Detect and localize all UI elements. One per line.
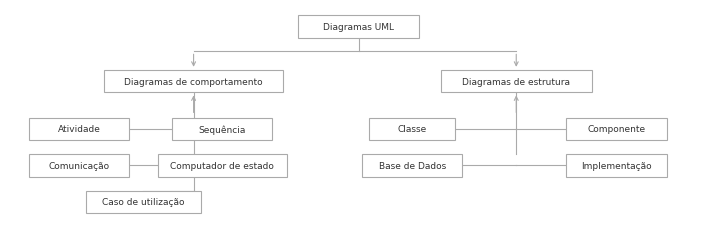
Text: Base de Dados: Base de Dados [379,161,446,170]
Text: Componente: Componente [587,125,646,134]
FancyBboxPatch shape [29,118,129,141]
Text: Implementação: Implementação [581,161,652,170]
FancyBboxPatch shape [362,154,462,177]
FancyBboxPatch shape [369,118,455,141]
FancyBboxPatch shape [86,191,201,213]
Text: Comunicação: Comunicação [48,161,110,170]
FancyBboxPatch shape [29,154,129,177]
Text: Diagramas UML: Diagramas UML [323,23,394,32]
FancyBboxPatch shape [172,118,272,141]
Text: Sequência: Sequência [199,125,246,134]
FancyBboxPatch shape [158,154,287,177]
FancyBboxPatch shape [441,70,592,93]
Text: Diagramas de comportamento: Diagramas de comportamento [124,77,263,86]
Text: Computador de estado: Computador de estado [171,161,274,170]
FancyBboxPatch shape [104,70,283,93]
FancyBboxPatch shape [566,154,667,177]
Text: Atividade: Atividade [57,125,100,134]
Text: Classe: Classe [398,125,427,134]
Text: Diagramas de estrutura: Diagramas de estrutura [462,77,570,86]
FancyBboxPatch shape [566,118,667,141]
FancyBboxPatch shape [298,16,419,39]
Text: Caso de utilização: Caso de utilização [102,197,185,207]
